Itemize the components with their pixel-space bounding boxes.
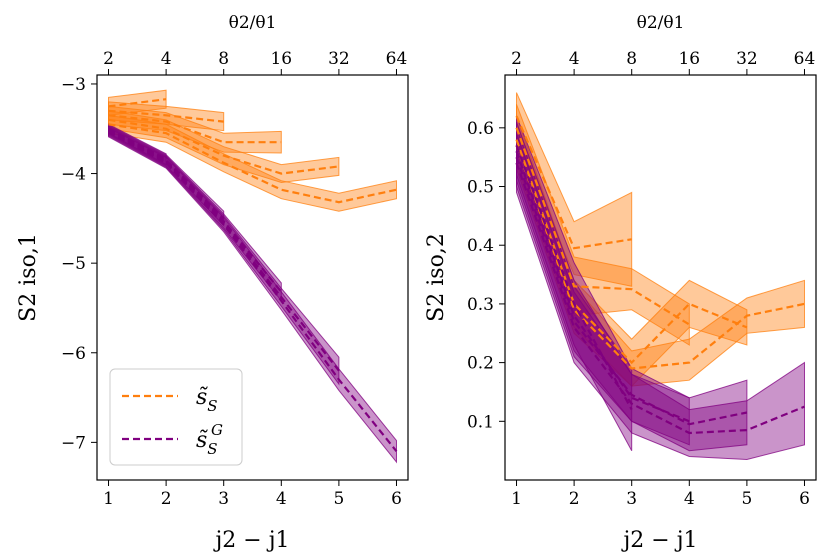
series-line-8 <box>107 129 283 293</box>
top-tick-label: 32 <box>328 49 350 69</box>
top-tick-label: 2 <box>103 49 114 69</box>
top-tick-label: 32 <box>736 49 758 69</box>
series-line-4 <box>108 118 340 175</box>
x-tick-label: 2 <box>569 489 580 509</box>
x-tick-label: 3 <box>218 489 229 509</box>
series-line-4 <box>515 145 805 370</box>
confidence-band-7 <box>516 127 748 452</box>
x-tick-label: 6 <box>799 489 810 509</box>
confidence-band-9 <box>108 126 340 386</box>
legend-label-2: s̃SG <box>196 421 223 458</box>
axes-frame <box>96 74 409 481</box>
legend: s̃Ss̃SG <box>109 368 243 466</box>
top-tick-label: 64 <box>386 49 408 69</box>
top-tick-label: 8 <box>218 49 229 69</box>
top-tick-label: 16 <box>678 49 700 69</box>
y-tick-label: 0.4 <box>467 236 494 256</box>
series-line-9 <box>107 130 340 372</box>
x-tick-label: 5 <box>741 489 752 509</box>
y-tick-label: 0.2 <box>467 354 494 374</box>
top-tick-label: 4 <box>161 49 172 69</box>
series-line-8 <box>515 162 805 435</box>
y-tick-label: −7 <box>61 433 86 453</box>
top-tick-label: 16 <box>270 49 292 69</box>
y-tick-label: −5 <box>61 254 86 274</box>
x-tick-label: 1 <box>103 489 114 509</box>
top-tick-label: 8 <box>626 49 637 69</box>
x-tick-label: 1 <box>511 489 522 509</box>
legend-label-sub: S <box>207 397 217 415</box>
x-tick-label: 3 <box>626 489 637 509</box>
top-tick-label: 4 <box>569 49 580 69</box>
y-tick-label: −4 <box>61 165 86 185</box>
confidence-band-5 <box>108 114 397 212</box>
y-axis-title: S2 iso,1 <box>16 233 41 322</box>
top-axis-title: θ2/θ1 <box>229 13 277 33</box>
x-tick-label: 5 <box>333 489 344 509</box>
y-tick-label: −6 <box>61 344 86 364</box>
confidence-band-6 <box>516 121 690 446</box>
x-axis-title: j2 − j1 <box>212 528 289 553</box>
top-axis-title: θ2/θ1 <box>637 13 685 33</box>
axes-frame <box>504 74 817 481</box>
legend-label-sub: S <box>207 440 217 458</box>
legend-label-base: s̃ <box>196 428 208 453</box>
series-line-6 <box>515 150 690 423</box>
legend-label-sup: G <box>211 421 223 439</box>
x-tick-label: 4 <box>276 489 287 509</box>
y-tick-label: −3 <box>61 75 86 95</box>
x-axis-title: j2 − j1 <box>620 528 697 553</box>
legend-box <box>109 368 243 466</box>
x-tick-label: 4 <box>684 489 695 509</box>
legend-label-base: s̃ <box>196 385 208 410</box>
series-line-7 <box>515 156 748 426</box>
series-line-1 <box>515 115 632 250</box>
series-line-3 <box>108 114 282 144</box>
confidence-band-4 <box>516 121 805 387</box>
confidence-band-8 <box>516 133 805 461</box>
series-line-5 <box>108 123 397 204</box>
series-line-2 <box>108 109 224 123</box>
x-tick-label: 6 <box>391 489 402 509</box>
series-line-1 <box>108 98 167 108</box>
left-panel: 1 2 3 4 5 6 2 4 8 16 32 64 −3 −4 −5 −6 −7 j2 − j1 θ2/θ1 S2 … <box>16 13 409 553</box>
series-line-5 <box>515 145 633 411</box>
top-tick-label: 64 <box>794 49 816 69</box>
y-tick-label: 0.1 <box>467 412 494 432</box>
y-tick-label: 0.6 <box>467 119 494 139</box>
right-panel: 1 2 3 4 5 6 2 4 8 16 32 64 0.1 0.2 0.3 0.4 0.5 0.6 j2 − j1… <box>424 13 817 553</box>
series-line-10 <box>107 131 398 452</box>
legend-label-1: s̃S <box>196 385 218 415</box>
y-tick-label: 0.5 <box>467 178 494 198</box>
y-axis-title: S2 iso,2 <box>424 233 449 322</box>
y-tick-label: 0.3 <box>467 295 494 315</box>
x-tick-label: 2 <box>161 489 172 509</box>
top-tick-label: 2 <box>511 49 522 69</box>
